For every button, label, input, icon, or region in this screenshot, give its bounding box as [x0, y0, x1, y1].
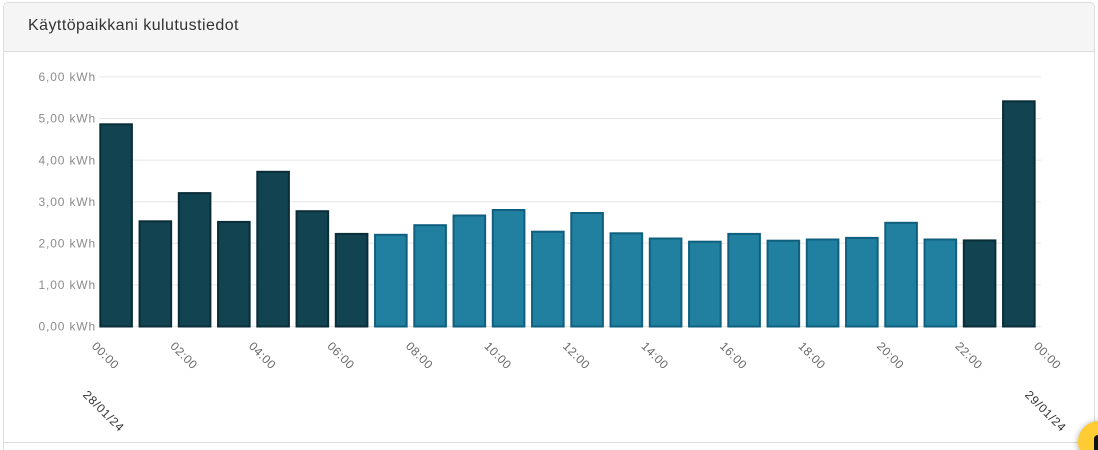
- svg-text:00:00: 00:00: [89, 339, 122, 372]
- svg-text:5,00 kWh: 5,00 kWh: [39, 112, 97, 126]
- svg-text:08:00: 08:00: [403, 339, 436, 372]
- svg-text:28/01/24: 28/01/24: [80, 388, 127, 435]
- svg-text:16:00: 16:00: [717, 339, 750, 372]
- svg-text:1,00 kWh: 1,00 kWh: [39, 278, 97, 292]
- svg-text:0,00 kWh: 0,00 kWh: [39, 320, 97, 334]
- svg-text:10:00: 10:00: [481, 339, 514, 372]
- svg-text:02:00: 02:00: [167, 339, 200, 372]
- svg-text:4,00 kWh: 4,00 kWh: [39, 153, 97, 167]
- svg-text:2,00 kWh: 2,00 kWh: [39, 237, 97, 251]
- svg-text:00:00: 00:00: [1031, 339, 1064, 372]
- svg-text:29/01/24: 29/01/24: [1022, 388, 1069, 435]
- svg-text:20:00: 20:00: [874, 339, 907, 372]
- svg-text:3,00 kWh: 3,00 kWh: [39, 195, 97, 209]
- svg-text:22:00: 22:00: [952, 339, 985, 372]
- svg-text:14:00: 14:00: [638, 339, 671, 372]
- svg-text:06:00: 06:00: [324, 339, 357, 372]
- svg-text:04:00: 04:00: [246, 339, 279, 372]
- svg-text:12:00: 12:00: [560, 339, 593, 372]
- svg-text:18:00: 18:00: [795, 339, 828, 372]
- svg-text:6,00 kWh: 6,00 kWh: [39, 70, 97, 84]
